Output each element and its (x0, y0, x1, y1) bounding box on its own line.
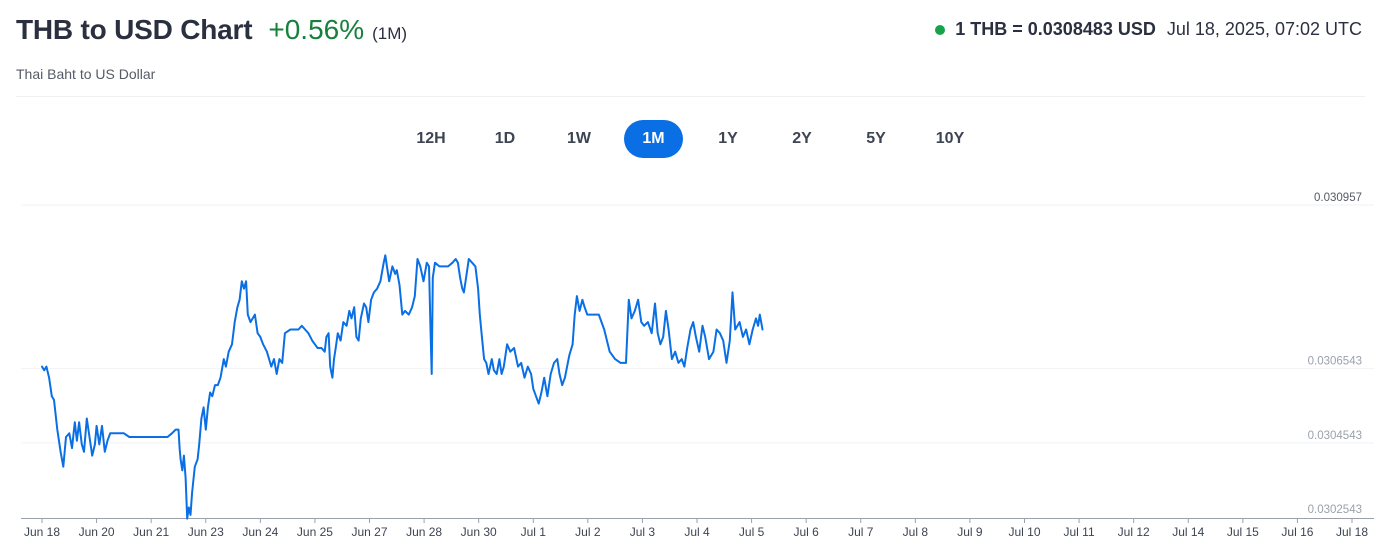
x-tick-label: Jul 11 (1064, 525, 1095, 539)
x-tick-label: Jun 18 (24, 525, 60, 539)
y-tick-label: 0.0306543 (1308, 356, 1362, 368)
price-line (41, 254, 764, 520)
title-row: THB to USD Chart +0.56% (1M) (16, 14, 407, 46)
x-tick-label: Jul 18 (1336, 525, 1368, 539)
price-chart: 0.030957 0.0306543 0.0304543 0.0302543 Jun 1… (21, 192, 1374, 539)
x-tick-label: Jun 28 (406, 525, 442, 539)
header-divider (16, 96, 1365, 97)
tab-1d[interactable]: 1D (494, 130, 516, 147)
page-title: THB to USD Chart (16, 14, 253, 45)
range-tabs: 12H 1D 1W 1M 1Y 2Y 5Y 10Y (0, 120, 1381, 158)
x-tick-label: Jul 2 (575, 525, 601, 539)
tab-12h[interactable]: 12H (416, 130, 446, 147)
quote-timestamp: Jul 18, 2025, 07:02 UTC (1166, 19, 1362, 39)
live-quote: 1 THB = 0.0308483 USD Jul 18, 2025, 07:0… (935, 19, 1362, 40)
x-tick-label: Jul 9 (957, 525, 983, 539)
exchange-rate: 1 THB = 0.0308483 USD (955, 19, 1156, 39)
x-tick-label: Jul 15 (1227, 525, 1259, 539)
x-tick-label: Jul 5 (739, 525, 765, 539)
y-tick-label: 0.0304543 (1308, 430, 1362, 442)
x-tick-label: Jun 24 (242, 525, 278, 539)
x-tick-label: Jun 23 (188, 525, 224, 539)
tab-1m[interactable]: 1M (624, 120, 683, 158)
x-tick-label: Jul 10 (1008, 525, 1040, 539)
x-tick-label: Jul 1 (521, 525, 547, 539)
x-tick-label: Jul 7 (848, 525, 874, 539)
x-tick-label: Jul 3 (630, 525, 656, 539)
x-tick-label: Jun 27 (351, 525, 387, 539)
x-tick-label: Jun 20 (79, 525, 115, 539)
tab-5y[interactable]: 5Y (866, 130, 886, 147)
tab-1y[interactable]: 1Y (718, 130, 738, 147)
y-tick-label: 0.030957 (1314, 192, 1362, 204)
x-tick-label: Jun 25 (297, 525, 333, 539)
tab-1w[interactable]: 1W (567, 130, 591, 147)
x-tick-label: Jul 8 (903, 525, 929, 539)
change-percent: +0.56% (268, 14, 365, 45)
live-dot-icon (935, 24, 946, 35)
tab-2y[interactable]: 2Y (792, 130, 812, 147)
y-tick-label: 0.0302543 (1308, 504, 1362, 516)
tab-10y[interactable]: 10Y (935, 130, 965, 147)
change-period: (1M) (372, 24, 408, 43)
x-tick-label: Jul 6 (793, 525, 819, 539)
page-subtitle: Thai Baht to US Dollar (16, 66, 156, 82)
x-tick-label: Jul 14 (1172, 525, 1204, 539)
x-tick-label: Jun 21 (133, 525, 169, 539)
x-tick-label: Jul 16 (1281, 525, 1313, 539)
x-tick-label: Jun 30 (461, 525, 497, 539)
x-tick-label: Jul 4 (684, 525, 710, 539)
x-tick-label: Jul 12 (1118, 525, 1150, 539)
